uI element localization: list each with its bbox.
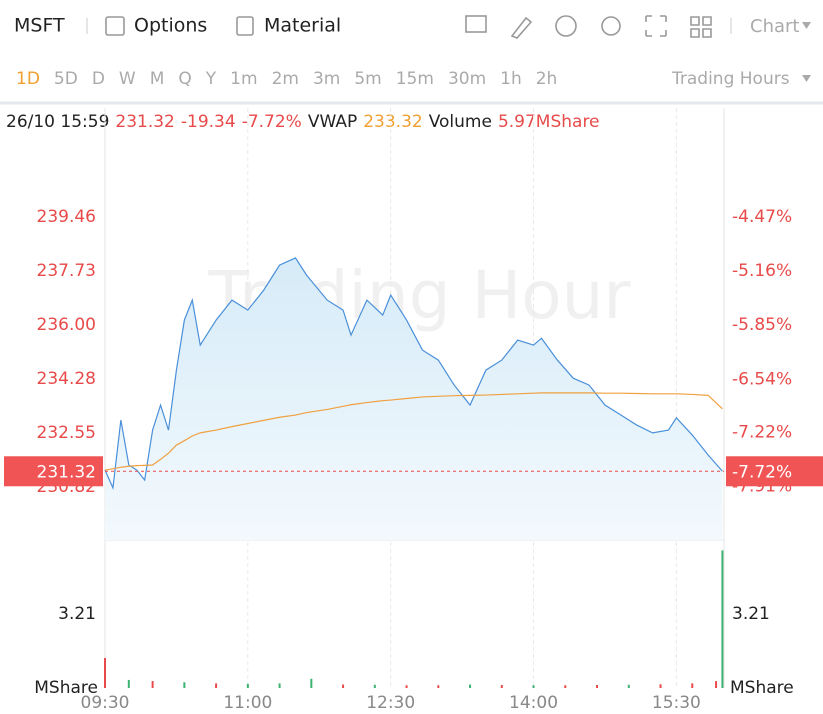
quote-vwap-label: VWAP [308, 112, 357, 132]
period[interactable]: Q [178, 69, 191, 89]
last-percent-tag [726, 456, 823, 487]
period[interactable]: W [119, 69, 136, 89]
period[interactable]: 1h [500, 69, 522, 89]
period[interactable]: 2h [536, 69, 558, 89]
y2-tick-label: -5.85% [732, 315, 792, 335]
quote-percent: -7.72% [242, 112, 302, 132]
volume-unit: MShare [730, 678, 794, 698]
volume-bar [627, 684, 630, 688]
x-tick-label: 11:00 [223, 693, 272, 713]
period[interactable]: 5m [354, 69, 381, 89]
volume-bar [564, 685, 567, 688]
period[interactable]: 15m [396, 69, 434, 89]
volume-tick-label: 3.21 [58, 604, 96, 624]
y2-tick-label: -7.22% [732, 423, 792, 443]
volume-bar [691, 683, 694, 688]
period[interactable]: 1m [230, 69, 257, 89]
period-bar: 1D 5D D W M Q Y 1m 2m 3m 5m 15m 30m 1h 2h [16, 69, 557, 89]
period[interactable]: 30m [448, 69, 486, 89]
y-tick-label: 234.28 [37, 369, 96, 389]
y-tick-label: 232.55 [37, 423, 96, 443]
volume-bar [215, 683, 218, 688]
volume-bar [151, 681, 154, 688]
volume-bar [715, 681, 718, 688]
material-icon[interactable] [236, 16, 254, 36]
volume-bar [127, 679, 130, 688]
x-tick-label: 14:00 [509, 693, 558, 713]
icon[interactable] [645, 15, 667, 37]
price-area [105, 257, 723, 540]
volume-bar [500, 685, 503, 688]
period[interactable]: Y [205, 69, 217, 89]
last-percent-label: -7.72% [732, 462, 792, 482]
quote-price: 231.32 [115, 112, 174, 132]
y-tick-label: 237.73 [37, 261, 96, 281]
volume-bar [659, 684, 662, 688]
chart-menu[interactable]: Chart [750, 16, 799, 37]
x-tick-label: 15:30 [652, 693, 701, 713]
volume-bar [183, 682, 186, 688]
volume-unit: MShare [34, 678, 98, 698]
volume-bar [246, 683, 249, 688]
dropdown-arrow [802, 22, 811, 29]
quote-time: 26/10 15:59 [6, 112, 109, 132]
volume-bar [278, 683, 281, 688]
quote-volume-label: Volume [429, 112, 492, 132]
icon[interactable] [510, 16, 533, 39]
volume-bar [469, 684, 472, 688]
y2-tick-label: -5.16% [732, 261, 792, 281]
tool-icons [465, 15, 712, 39]
volume-bar [532, 685, 535, 688]
period[interactable]: 2m [272, 69, 299, 89]
volume-bar [373, 684, 376, 688]
quote-volume: 5.97MShare [498, 112, 600, 132]
quote-line: 26/10 15:59 231.32 -19.34 -7.72% VWAP 233.32 V… [6, 112, 600, 132]
volume-bar [596, 685, 599, 688]
period[interactable]: 3m [313, 69, 340, 89]
volume-bar [405, 685, 408, 688]
y2-tick-label: -4.47% [732, 207, 792, 227]
hours-menu[interactable]: Trading Hours [671, 69, 790, 89]
x-tick-label: 12:30 [366, 693, 415, 713]
volume-bar [721, 550, 724, 688]
period[interactable]: 5D [54, 69, 78, 89]
symbol[interactable]: MSFT [14, 15, 65, 37]
y-tick-label: 236.00 [37, 315, 96, 335]
period[interactable]: D [92, 69, 105, 89]
options[interactable]: Options [134, 15, 207, 37]
dropdown-arrow [802, 75, 811, 82]
material[interactable]: Material [264, 15, 341, 37]
last-price-tag [4, 456, 103, 487]
icon[interactable] [465, 15, 487, 33]
vwap-line [104, 392, 723, 471]
icon[interactable] [690, 16, 712, 38]
y-tick-label: 239.46 [37, 207, 96, 227]
price-line [104, 257, 723, 491]
period[interactable]: M [150, 69, 165, 89]
period[interactable]: 1D [16, 69, 40, 89]
x-tick-label: 09:30 [81, 693, 130, 713]
options-icon[interactable] [105, 16, 125, 36]
icon[interactable] [601, 16, 621, 36]
last-price-label: 231.32 [37, 462, 96, 482]
y2-tick-label: -6.54% [732, 369, 792, 389]
volume-bar [310, 678, 313, 688]
volume-bar [104, 658, 106, 688]
volume-bar [342, 684, 345, 688]
volume-bar [437, 685, 440, 688]
volume-tick-label: 3.21 [732, 604, 770, 624]
quote-vwap: 233.32 [363, 112, 422, 132]
icon[interactable] [555, 15, 577, 37]
quote-change: -19.34 [181, 112, 236, 132]
